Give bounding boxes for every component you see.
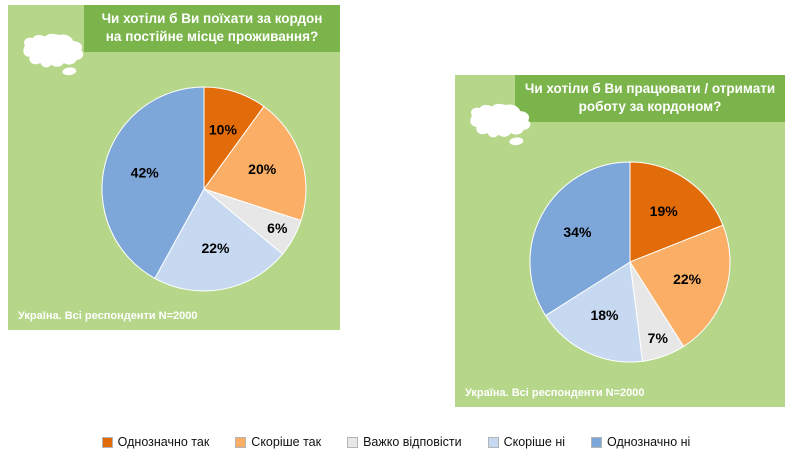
pie-slice bbox=[203, 105, 307, 222]
legend-swatch bbox=[101, 436, 113, 448]
legend-swatch bbox=[347, 436, 359, 448]
legend: Однозначно так Скоріше так Важко відповіст… bbox=[0, 430, 792, 454]
legend-swatch bbox=[487, 436, 499, 448]
legend-label: Важко відповісти bbox=[363, 435, 462, 449]
chart-card-emigration: Чи хотіли б Ви поїхати за кордон на пост… bbox=[8, 5, 340, 330]
pie-slice-label: 34% bbox=[563, 224, 592, 240]
legend-label: Однозначно так bbox=[117, 435, 210, 449]
pie-slice-label: 20% bbox=[248, 161, 277, 177]
ukraine-map-icon bbox=[470, 103, 531, 146]
pie-slice-label: 10% bbox=[209, 122, 238, 138]
legend-swatch bbox=[235, 436, 247, 448]
chart-footnote: Україна. Всі респонденти N=2000 bbox=[465, 387, 645, 399]
pie-slice bbox=[544, 261, 644, 363]
legend-item: Скоріше ні bbox=[487, 435, 566, 449]
legend-item: Скоріше так bbox=[235, 435, 321, 449]
pie-slice-label: 42% bbox=[131, 165, 160, 181]
legend-label: Однозначно ні bbox=[607, 435, 691, 449]
pie-slice bbox=[101, 86, 205, 280]
pie-slice bbox=[529, 161, 631, 317]
pie-chart-work-abroad: 19% 22% 7% 18% 34% bbox=[529, 161, 731, 363]
pie-slice-label: 7% bbox=[648, 330, 669, 346]
legend-item: Важко відповісти bbox=[347, 435, 462, 449]
legend-label: Скоріше так bbox=[251, 435, 322, 449]
pie-chart-emigration: 10% 20% 6% 22% 42% bbox=[101, 86, 307, 292]
pie-slice-label: 22% bbox=[201, 240, 230, 256]
legend-label: Скоріше ні bbox=[503, 435, 566, 449]
chart-title-emigration: Чи хотіли б Ви поїхати за кордон на пост… bbox=[84, 5, 340, 53]
chart-footnote: Україна. Всі респонденти N=2000 bbox=[18, 310, 198, 322]
pie-slice-label: 22% bbox=[673, 271, 702, 287]
pie-slice-label: 6% bbox=[267, 220, 288, 236]
pie-slice bbox=[629, 224, 731, 348]
legend-item: Однозначно ні bbox=[591, 435, 690, 449]
legend-swatch bbox=[591, 436, 603, 448]
pie-slice-label: 19% bbox=[650, 203, 679, 219]
legend-item: Однозначно так bbox=[101, 435, 210, 449]
pie-slice-label: 18% bbox=[590, 307, 619, 323]
pie-slice bbox=[629, 161, 724, 263]
pie-slice bbox=[154, 188, 284, 292]
chart-card-work-abroad: Чи хотіли б Ви працювати / отримати робо… bbox=[455, 75, 785, 407]
chart-title-work-abroad: Чи хотіли б Ви працювати / отримати робо… bbox=[515, 75, 785, 123]
ukraine-map-icon bbox=[23, 33, 84, 76]
